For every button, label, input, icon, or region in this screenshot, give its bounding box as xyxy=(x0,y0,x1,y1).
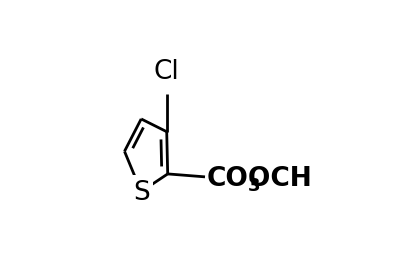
Text: 3: 3 xyxy=(248,176,260,194)
Text: COOCH: COOCH xyxy=(207,165,313,191)
Text: Cl: Cl xyxy=(154,58,180,84)
Text: S: S xyxy=(133,179,150,205)
